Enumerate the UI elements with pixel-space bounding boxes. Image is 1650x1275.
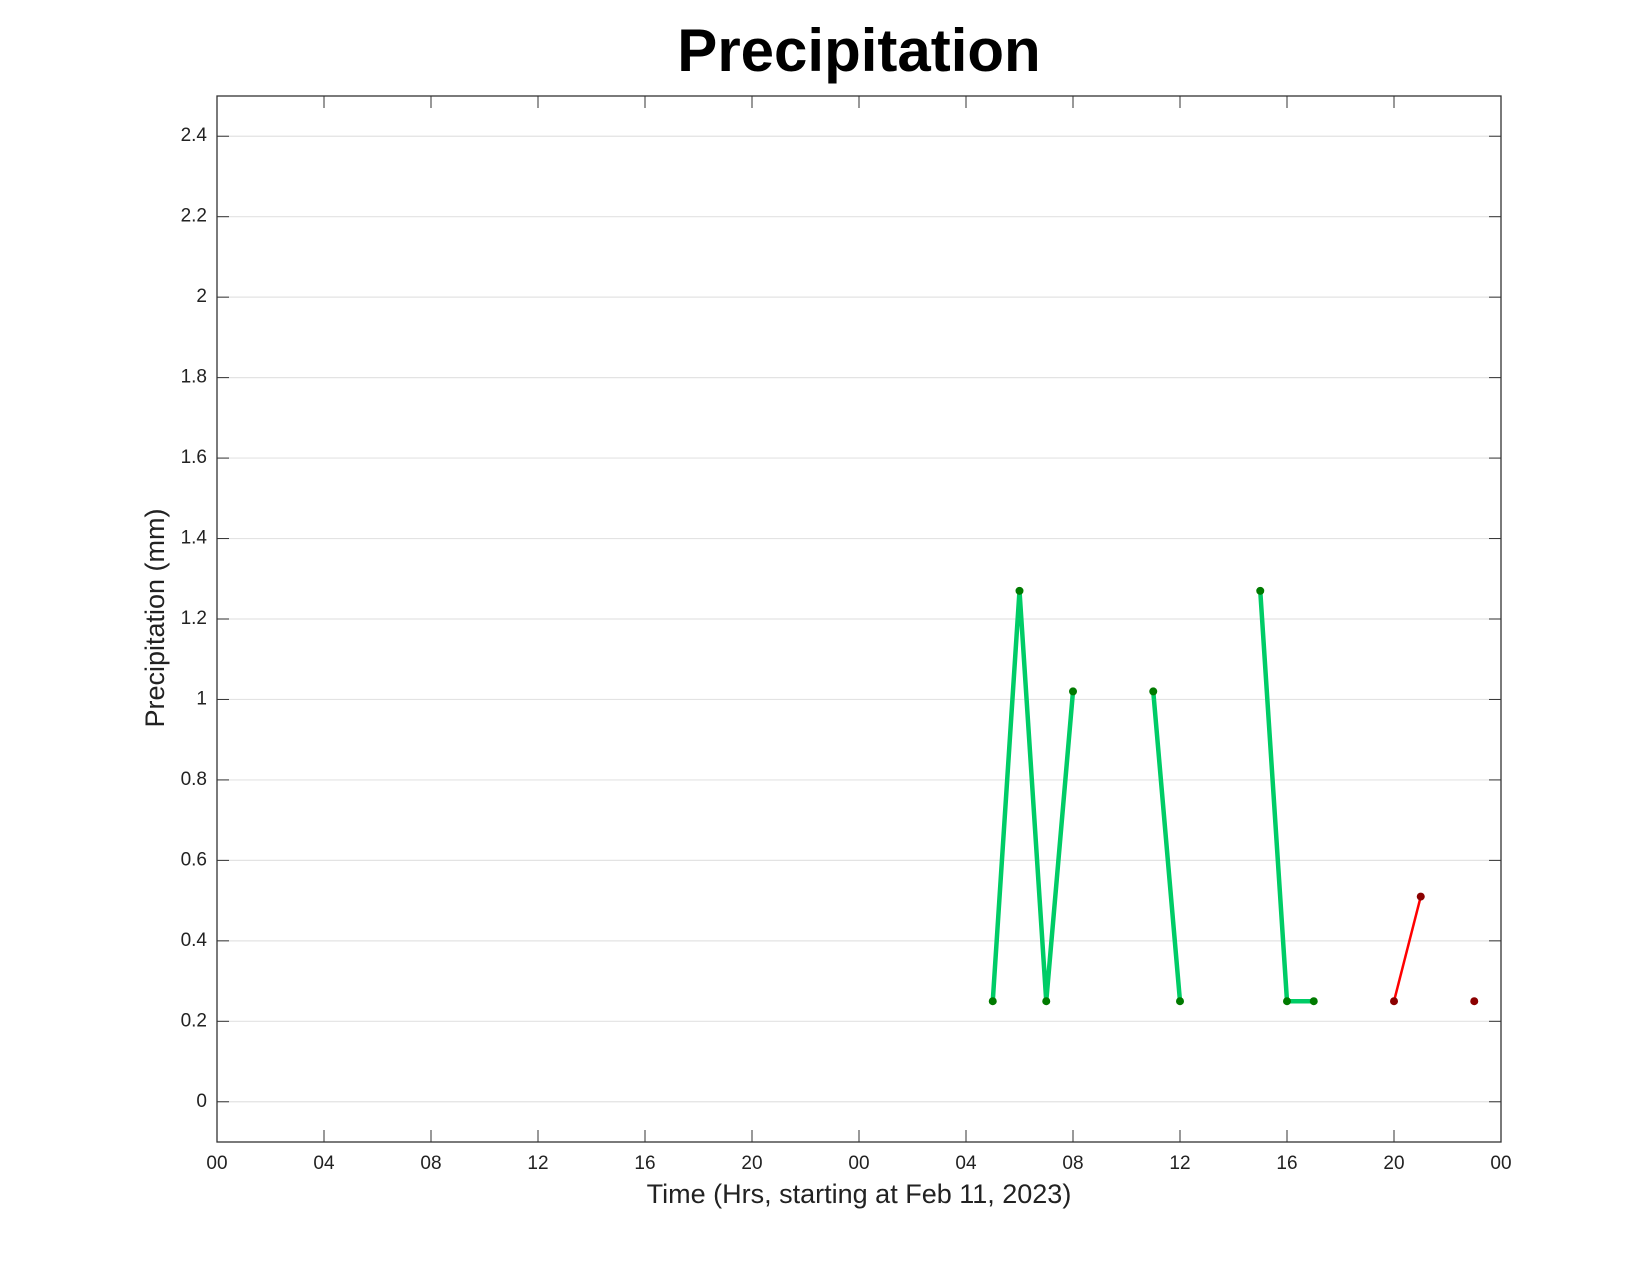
x-tick-label: 00	[1490, 1153, 1511, 1174]
x-tick-label: 08	[1062, 1153, 1083, 1174]
y-tick-label: 2	[196, 286, 207, 307]
y-tick-label: 0	[196, 1091, 207, 1112]
plot-frame	[216, 95, 1502, 1143]
point	[1309, 997, 1318, 1006]
y-tick-label: 0.2	[181, 1010, 207, 1031]
x-tick-label: 12	[527, 1153, 548, 1174]
y-tick-label: 0.6	[181, 849, 207, 870]
point	[1416, 892, 1425, 901]
y-tick-label: 1.4	[181, 528, 208, 549]
x-tick-label: 08	[420, 1153, 441, 1174]
y-tick-label: 2.2	[181, 206, 207, 227]
point	[1015, 586, 1024, 595]
y-tick-label: 2.4	[181, 125, 208, 146]
y-axis-label: Precipitation (mm)	[140, 508, 170, 727]
y-tick-label: 1	[196, 688, 207, 709]
y-tick-label: 1.8	[181, 367, 207, 388]
point	[1283, 997, 1291, 1006]
x-tick-label: 00	[848, 1153, 869, 1174]
x-tick-label: 16	[634, 1153, 655, 1174]
y-tick-label: 0.4	[181, 930, 208, 951]
x-tick-label: 20	[1383, 1153, 1404, 1174]
y-tick-label: 1.2	[181, 608, 207, 629]
point	[1256, 586, 1265, 595]
x-tick-label: 16	[1276, 1153, 1297, 1174]
x-tick-label: 04	[955, 1153, 977, 1174]
point	[1176, 997, 1184, 1006]
point	[1390, 997, 1398, 1006]
y-tick-label: 1.6	[181, 447, 207, 468]
point	[1069, 687, 1077, 696]
x-tick-label: 12	[1169, 1153, 1190, 1174]
point	[1149, 687, 1158, 696]
x-tick-label: 00	[206, 1153, 227, 1174]
y-tick-label: 0.8	[181, 769, 207, 790]
point	[1470, 997, 1479, 1006]
x-tick-label: 04	[313, 1153, 335, 1174]
x-axis-label: Time (Hrs, starting at Feb 11, 2023)	[647, 1179, 1072, 1209]
chart-title: Precipitation	[677, 17, 1040, 84]
point	[988, 997, 997, 1006]
point	[1042, 997, 1051, 1006]
x-tick-label: 20	[741, 1153, 762, 1174]
